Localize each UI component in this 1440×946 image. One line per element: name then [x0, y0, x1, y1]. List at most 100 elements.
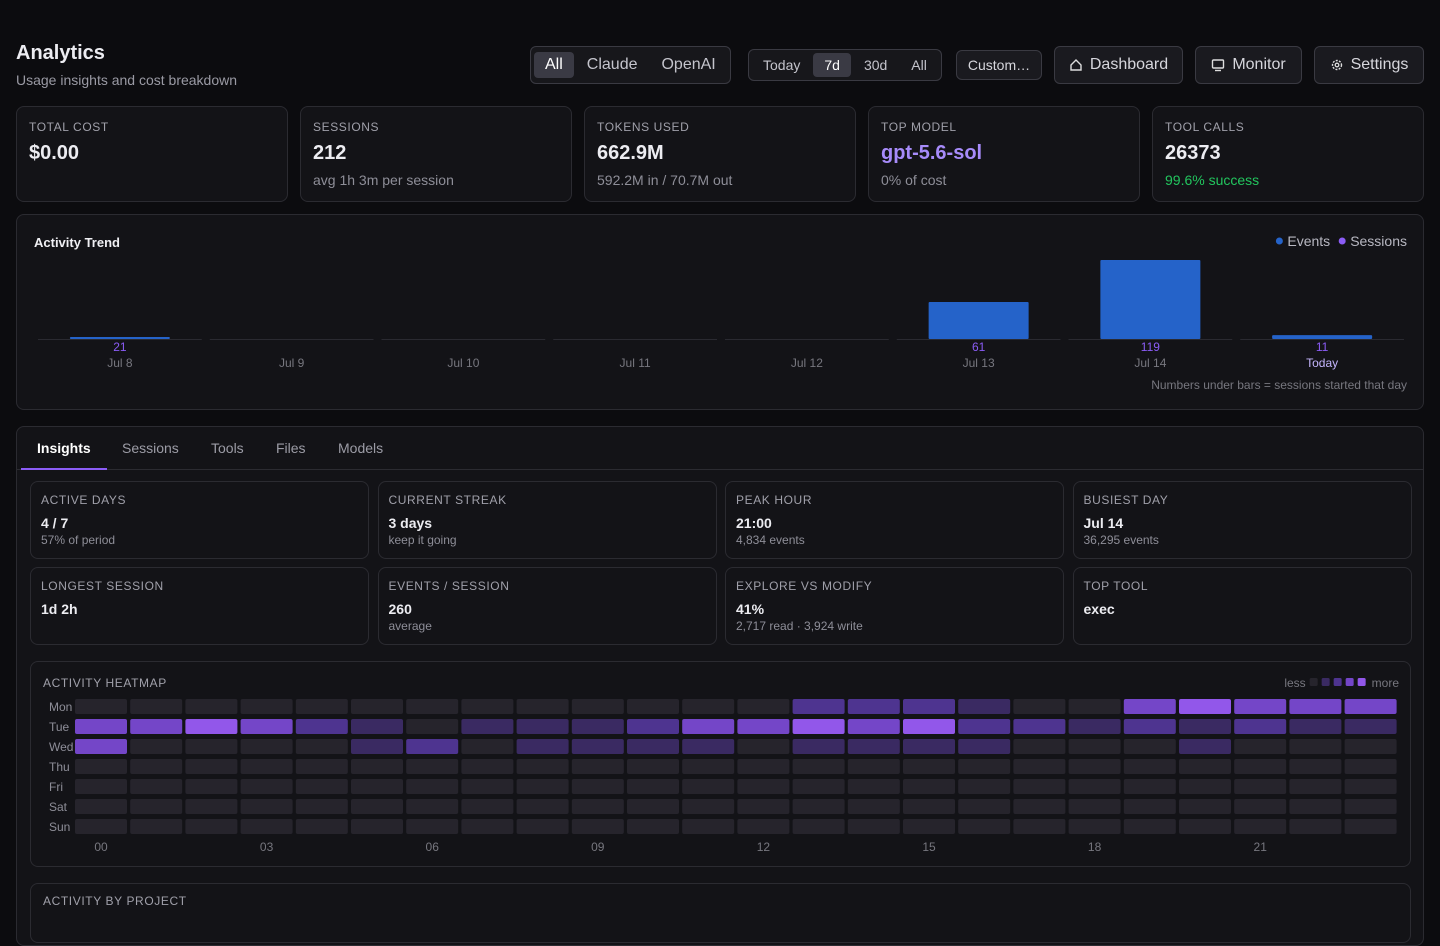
- legend-label: Sessions: [1350, 233, 1407, 249]
- session-label: 61: [972, 340, 986, 354]
- session-label: 11: [1316, 340, 1329, 354]
- stat-value: gpt-5.6-sol: [881, 142, 983, 164]
- tab[interactable]: Tools: [211, 440, 244, 456]
- heatmap-cell: [240, 779, 293, 794]
- provider-button[interactable]: OpenAI: [661, 56, 716, 73]
- heatmap-cell: [847, 719, 900, 734]
- heatmap-cell: [240, 739, 293, 754]
- tab[interactable]: Insights: [21, 440, 107, 470]
- insight-label: BUSIEST DAY: [1083, 493, 1169, 507]
- insight-value: Jul 14: [1083, 515, 1124, 531]
- range-button[interactable]: All: [911, 57, 927, 73]
- heatmap-cell: [75, 779, 127, 794]
- heatmap-cell: [958, 819, 1011, 834]
- heatmap-cell: [627, 759, 679, 774]
- heatmap-cell: [627, 719, 679, 734]
- stat-sub: 0% of cost: [881, 172, 947, 188]
- x-tick-label: Jul 13: [963, 356, 995, 370]
- range-button[interactable]: Today: [763, 57, 801, 73]
- heatmap-cell: [1234, 819, 1287, 834]
- insight-value: 21:00: [736, 515, 772, 531]
- heatmap-cell: [958, 799, 1011, 814]
- heatmap-cell: [847, 739, 900, 754]
- provider-button[interactable]: Claude: [586, 56, 638, 73]
- heatmap-cell: [903, 819, 955, 834]
- heatmap-cell: [406, 799, 459, 814]
- insight-label: EXPLORE VS MODIFY: [736, 579, 873, 593]
- custom-range-button[interactable]: Custom…: [956, 50, 1042, 80]
- day-label: Fri: [49, 780, 63, 794]
- hour-label: 03: [260, 840, 274, 854]
- heatmap-cell: [185, 799, 238, 814]
- heatmap-cell: [516, 759, 569, 774]
- legend-swatch: [1357, 678, 1366, 686]
- bar: [1100, 260, 1201, 339]
- monitor-button[interactable]: Monitor: [1195, 46, 1302, 84]
- heatmap-cell: [1234, 699, 1287, 714]
- heatmap-cell: [406, 719, 459, 734]
- heatmap-cell: [406, 699, 459, 714]
- heatmap-cell: [130, 699, 183, 714]
- heatmap-cell: [1344, 699, 1397, 714]
- heatmap-cell: [240, 799, 293, 814]
- home-icon: [1070, 59, 1082, 71]
- legend-swatch: [1275, 237, 1283, 245]
- heatmap-cell: [737, 779, 790, 794]
- heatmap-cell: [1234, 779, 1287, 794]
- legend-swatch: [1333, 678, 1342, 686]
- stat-label: TOP MODEL: [881, 120, 957, 134]
- range-button[interactable]: 7d: [813, 53, 851, 77]
- heatmap-cell: [130, 759, 183, 774]
- heatmap-cell: [903, 739, 955, 754]
- heatmap-cell: [516, 799, 569, 814]
- heatmap-cell: [627, 699, 679, 714]
- heatmap-cell: [185, 719, 238, 734]
- heatmap-cell: [516, 819, 569, 834]
- heatmap-cell: [240, 819, 293, 834]
- heatmap-cell: [1289, 739, 1342, 754]
- heatmap-title: ACTIVITY HEATMAP: [43, 676, 167, 690]
- project-card: ACTIVITY BY PROJECT: [30, 883, 1411, 943]
- heatmap-cell: [516, 699, 569, 714]
- heatmap-cell: [461, 799, 514, 814]
- heatmap-cell: [682, 739, 735, 754]
- tab[interactable]: Models: [338, 440, 384, 456]
- heatmap-cell: [351, 759, 403, 774]
- heatmap-cell: [682, 719, 735, 734]
- tab[interactable]: Files: [276, 440, 306, 456]
- settings-button[interactable]: Settings: [1314, 46, 1424, 84]
- heatmap-cell: [571, 759, 624, 774]
- heatmap-cell: [185, 819, 238, 834]
- heatmap-cell: [737, 819, 790, 834]
- x-tick-label: Jul 10: [447, 356, 479, 370]
- session-label: 119: [1141, 340, 1160, 354]
- stat-label: TOOL CALLS: [1165, 120, 1245, 134]
- heatmap-cell: [571, 779, 624, 794]
- heatmap-cell: [130, 799, 183, 814]
- heatmap-cell: [516, 779, 569, 794]
- button-label: Monitor: [1232, 56, 1286, 73]
- heatmap-cell: [1179, 799, 1231, 814]
- day-label: Sun: [49, 820, 70, 834]
- heatmap-cell: [185, 739, 238, 754]
- insight-sub: 36,295 events: [1083, 533, 1159, 547]
- heatmap-cell: [903, 719, 955, 734]
- heatmap-cell: [516, 739, 569, 754]
- heatmap-cell: [461, 819, 514, 834]
- dashboard-button[interactable]: Dashboard: [1054, 46, 1183, 84]
- heatmap-cell: [792, 719, 845, 734]
- heatmap-cell: [792, 699, 845, 714]
- provider-button[interactable]: All: [534, 52, 574, 78]
- range-button[interactable]: 30d: [863, 57, 888, 73]
- bar: [69, 337, 170, 339]
- heatmap-cell: [1123, 819, 1176, 834]
- stat-sub: 592.2M in / 70.7M out: [597, 172, 733, 188]
- bar: [1272, 335, 1373, 339]
- heatmap-cell: [351, 719, 403, 734]
- heatmap-cell: [351, 739, 403, 754]
- heatmap-cell: [1013, 799, 1066, 814]
- tab[interactable]: Sessions: [122, 440, 179, 456]
- heatmap-cell: [627, 819, 679, 834]
- heatmap-cell: [737, 699, 790, 714]
- heatmap-cell: [792, 799, 845, 814]
